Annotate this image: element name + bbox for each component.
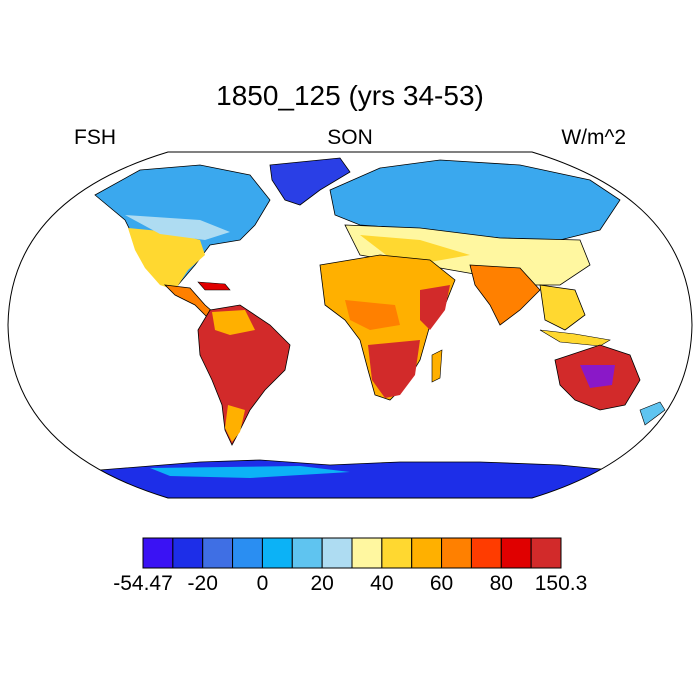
colorbar-tick-label: 0 — [256, 572, 269, 595]
indonesia — [539, 329, 611, 347]
antarctica-edge — [150, 466, 350, 478]
colorbar-swatch — [232, 537, 263, 569]
antarctica — [99, 459, 611, 498]
colorbar — [142, 537, 562, 569]
caribbean — [197, 281, 231, 291]
south-america-south — [225, 405, 245, 442]
eurasia-mid-warm — [360, 235, 470, 262]
units-label: W/m^2 — [561, 126, 626, 149]
colorbar-swatch — [261, 537, 293, 569]
colorbar-swatch — [470, 537, 502, 569]
map-outline — [7, 151, 693, 499]
map-title: 1850_125 (yrs 34-53) — [216, 80, 484, 111]
south-america-north — [212, 310, 255, 335]
africa-central — [345, 300, 400, 330]
colorbar-swatch — [142, 537, 174, 569]
colorbar-tick-label: 150.3 — [534, 572, 588, 595]
colorbar-tick-label: 20 — [310, 572, 334, 595]
greenland — [269, 157, 351, 206]
colorbar-swatch — [351, 537, 383, 569]
colorbar-swatch — [291, 537, 323, 569]
colorbar-swatch — [441, 537, 472, 569]
south-asia — [469, 264, 541, 326]
africa-south — [368, 340, 420, 398]
north-america-mid — [125, 215, 230, 240]
colorbar-swatch — [321, 537, 353, 569]
colorbar-tick-label: -54.47 — [113, 572, 173, 595]
colorbar-tick-label: 40 — [370, 572, 394, 595]
new-zealand — [639, 401, 666, 426]
madagascar — [431, 349, 443, 383]
australia-interior — [580, 365, 615, 388]
variable-label: FSH — [74, 126, 116, 149]
season-label: SON — [327, 126, 373, 149]
colorbar-tick-label: 80 — [489, 572, 513, 595]
africa-east — [420, 285, 450, 330]
colorbar-swatch — [411, 537, 443, 569]
colorbar-tick-label: 60 — [429, 572, 454, 595]
colorbar-swatch — [202, 537, 234, 569]
colorbar-swatch — [172, 537, 204, 569]
colorbar-swatch — [381, 537, 413, 569]
colorbar-tick-label: -20 — [187, 572, 218, 595]
north-america-south — [128, 228, 205, 290]
colorbar-swatch — [500, 537, 532, 569]
colorbar-swatch — [530, 537, 562, 569]
southeast-asia — [539, 284, 586, 331]
